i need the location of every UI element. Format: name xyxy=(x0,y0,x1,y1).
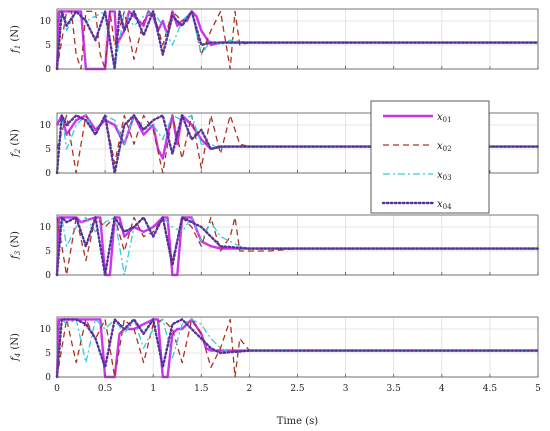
x-tick-label: 0 xyxy=(54,384,60,394)
y-tick-label: 5 xyxy=(45,349,51,359)
series-line-04 xyxy=(55,318,540,379)
x-axis-label: Time (s) xyxy=(277,416,318,427)
y-axis-label: f2 (N) xyxy=(10,129,22,158)
series-line-04 xyxy=(55,114,540,175)
x-tick-label: 2 xyxy=(247,384,253,394)
legend-box xyxy=(370,100,490,214)
shared-x-axis: 0 0.5 1 1.5 2 2.5 3 3.5 4 4.5 5 Time (s) xyxy=(54,384,541,427)
legend: x01 x02 x03 x04 xyxy=(370,100,490,214)
y-tick-label: 5 xyxy=(45,145,51,155)
x-tick-label: 1.5 xyxy=(194,384,209,394)
x-tick-label: 3.5 xyxy=(387,384,402,394)
x-tick-label: 0.5 xyxy=(98,384,113,394)
legend-entry-03: x03 xyxy=(437,170,452,182)
series-line-03 xyxy=(56,216,538,276)
x-tick-label: 4 xyxy=(439,384,445,394)
series-line-02 xyxy=(56,10,538,70)
panel-1: 0 5 10 f1 (N) xyxy=(10,8,540,75)
panel-3: 0 5 10 f3 (N) xyxy=(10,214,540,281)
panel-4: 0 5 10 f4 (N) xyxy=(10,316,540,383)
y-tick-label: 0 xyxy=(45,169,51,179)
series-line-04 xyxy=(55,216,540,277)
y-tick-label: 0 xyxy=(45,65,51,75)
x-tick-label: 5 xyxy=(535,384,541,394)
series-line-04 xyxy=(55,10,540,71)
x-tick-label: 4.5 xyxy=(483,384,498,394)
legend-entry-01: x01 xyxy=(437,112,452,124)
x-tick-label: 1 xyxy=(150,384,156,394)
y-axis-label: f4 (N) xyxy=(10,333,22,362)
y-tick-label: 10 xyxy=(40,325,52,335)
y-tick-label: 5 xyxy=(45,247,51,257)
series-line-03 xyxy=(56,318,538,378)
y-axis-label: f3 (N) xyxy=(10,231,22,260)
x-tick-label: 2.5 xyxy=(290,384,305,394)
y-tick-label: 0 xyxy=(45,271,51,281)
y-tick-label: 10 xyxy=(40,17,52,27)
legend-entry-04: x04 xyxy=(437,199,452,211)
legend-entry-02: x02 xyxy=(437,141,452,153)
y-tick-label: 0 xyxy=(45,373,51,383)
y-tick-label: 10 xyxy=(40,121,52,131)
y-tick-label: 10 xyxy=(40,223,52,233)
y-axis-label: f1 (N) xyxy=(10,25,22,54)
subplot-panels: 0 5 10 f1 (N) 0 5 10 f2 (N) 0 5 10 f3 (N) 0 5 10 f4 (N) xyxy=(10,8,540,383)
y-tick-label: 5 xyxy=(45,41,51,51)
x-tick-label: 3 xyxy=(343,384,349,394)
